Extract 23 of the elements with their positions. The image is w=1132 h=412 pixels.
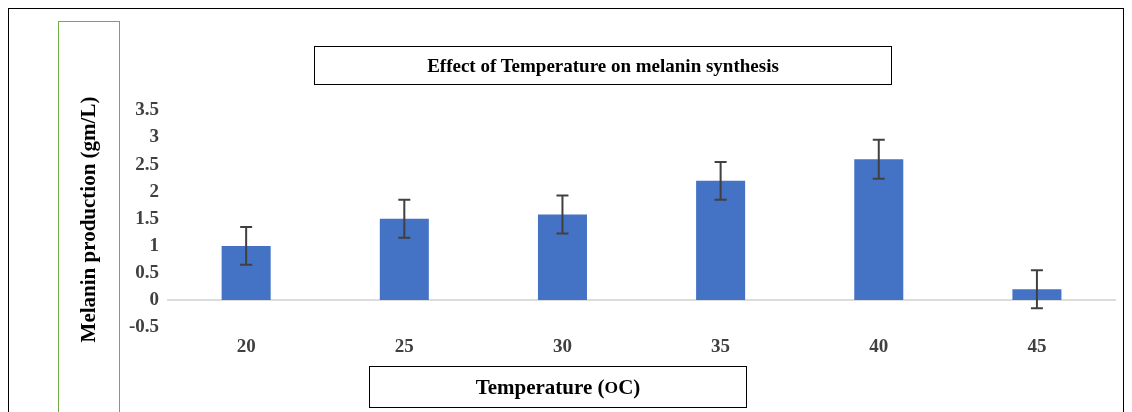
x-tick-label: 30 [552,334,572,356]
x-tick-label: 20 [236,334,256,356]
x-tick-label: 45 [1027,334,1047,356]
y-tick-label: -0.5 [129,315,160,337]
y-tick-label: 1.5 [135,206,160,228]
y-tick-label: 2.5 [135,152,160,174]
y-tick-label: 3 [149,125,160,147]
bar [221,245,271,301]
x-tick-label: 35 [711,334,731,356]
y-tick-label: 3.5 [135,98,160,120]
bar [537,214,587,301]
y-tick-label: 0 [149,288,160,310]
bar [696,180,746,301]
y-tick-label: 2 [149,179,160,201]
bar [854,159,904,301]
bar [379,218,429,301]
x-tick-label: 25 [394,334,414,356]
x-tick-label: 40 [869,334,889,356]
bar [1012,289,1062,301]
chart-title: Effect of Temperature on melanin synthesis [314,46,892,85]
y-axis-title: Melanin production (gm/L) [76,96,102,343]
y-tick-label: 1 [149,233,160,255]
y-tick-label: 0.5 [135,260,160,282]
